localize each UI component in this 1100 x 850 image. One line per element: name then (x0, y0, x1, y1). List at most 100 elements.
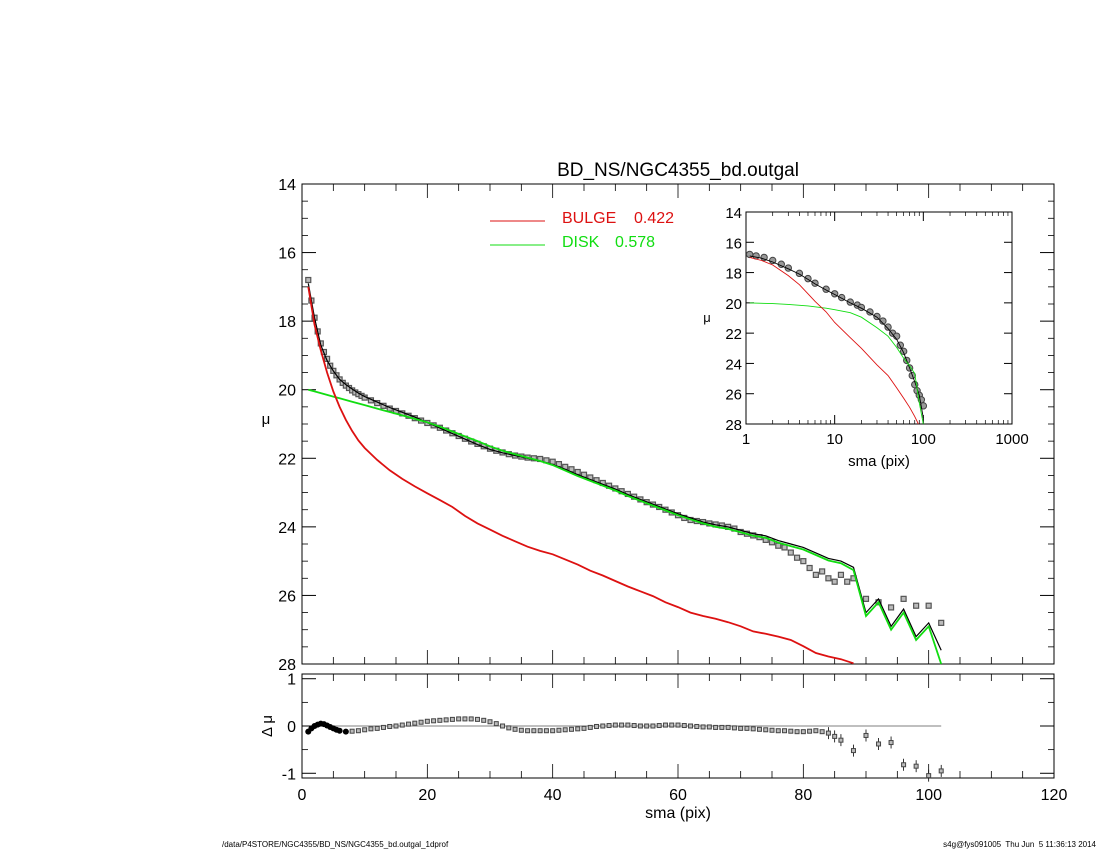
residual-point (800, 729, 806, 735)
residual-point (926, 773, 932, 779)
chart-title: BD_NS/NGC4355_bd.outgal (557, 160, 799, 181)
residual-point (744, 725, 750, 731)
data-point (819, 568, 826, 575)
main-series-group (305, 276, 945, 665)
inset-axis-ticks: 14 16 18 20 22 24 26 281 10 100 1000 (725, 205, 1028, 448)
residual-point (694, 723, 700, 729)
inset-x-tick-label: 100 (911, 431, 936, 448)
x-tick-label: 120 (1041, 787, 1068, 804)
inset-data-point (873, 312, 881, 321)
residual-point (901, 762, 907, 768)
residual-point (631, 723, 637, 729)
data-point (913, 602, 920, 609)
residual-point (788, 728, 794, 734)
residual-point (794, 729, 800, 735)
footer-timestamp: s4g@fys091005 Thu Jun 5 11:36:13 2014 (943, 840, 1096, 849)
residual-point (393, 723, 399, 729)
residual-y-tick-label: 1 (287, 672, 296, 689)
residual-point (731, 725, 737, 731)
inset-total-line (749, 255, 924, 418)
residual-point (531, 728, 537, 734)
legend-bulge-name: BULGE (562, 210, 616, 227)
legend: BULGE 0.422 DISK 0.578 (490, 210, 674, 251)
residual-point (775, 728, 781, 734)
inset-y-tick-label: 28 (725, 417, 742, 434)
residual-point (581, 725, 587, 731)
residual-point (888, 740, 894, 746)
residual-y-tick-label: -1 (282, 766, 296, 783)
main-y-tick-label: 22 (278, 451, 296, 468)
residual-point (562, 727, 568, 733)
residual-point (468, 716, 474, 722)
data-point (900, 595, 907, 602)
main-y-tick-label: 20 (278, 383, 296, 400)
inset-x-axis-label: sma (pix) (848, 453, 910, 470)
inset-y-axis-label: μ (703, 310, 711, 325)
footer-file-path: /data/P4STORE/NGC4355/BD_NS/NGC4355_bd.o… (222, 840, 449, 849)
residual-point (506, 725, 512, 731)
residual-point (625, 722, 631, 728)
residual-point (662, 722, 668, 728)
inset-x-tick-label: 1000 (995, 431, 1028, 448)
x-axis-label: sma (pix) (645, 805, 711, 822)
residual-point (380, 724, 386, 730)
data-point (800, 558, 807, 565)
main-axis-ticks: 14 16 18 20 22 24 26 28 (278, 177, 1055, 674)
main-profile-panel: BD_NS/NGC4355_bd.outgal μ 14 16 18 20 22 24 26… (262, 160, 1055, 674)
residual-point (600, 723, 606, 729)
residual-point (913, 763, 919, 769)
residual-point (587, 724, 593, 730)
legend-disk-name: DISK (562, 234, 600, 251)
residual-point (487, 719, 493, 725)
residual-point (456, 716, 462, 722)
inset-y-tick-label: 26 (725, 387, 742, 404)
bulge-line (307, 286, 854, 665)
residual-point (355, 728, 361, 734)
residual-point (769, 727, 775, 733)
inset-data-point (760, 253, 768, 262)
data-point (793, 554, 801, 561)
residual-point (681, 723, 687, 729)
data-point (844, 578, 851, 585)
residual-point (387, 723, 393, 729)
residual-y-tick-label: 0 (287, 719, 296, 736)
inset-y-tick-label: 18 (725, 266, 742, 283)
main-y-tick-label: 14 (278, 177, 296, 194)
main-y-axis-label: μ (262, 411, 271, 428)
residual-point (807, 728, 813, 734)
residual-point (399, 722, 405, 728)
residual-point (832, 733, 838, 739)
legend-bulge-value: 0.422 (634, 210, 674, 227)
residual-point (537, 728, 543, 734)
data-point (925, 602, 932, 609)
x-tick-label: 100 (915, 787, 942, 804)
residual-point (825, 730, 831, 736)
residual-point (938, 768, 944, 774)
residual-point (543, 728, 549, 734)
inset-y-tick-label: 20 (725, 296, 742, 313)
residual-point (644, 723, 650, 729)
residual-point (813, 728, 819, 734)
x-tick-label: 0 (298, 787, 307, 804)
residual-point (481, 717, 487, 723)
residual-point (725, 724, 731, 730)
residual-series-group (305, 716, 944, 782)
main-y-tick-label: 24 (278, 520, 296, 537)
main-y-tick-label: 28 (278, 657, 296, 674)
data-point (831, 578, 838, 585)
main-y-tick-label: 18 (278, 314, 296, 331)
residual-point (713, 724, 719, 730)
residual-point (756, 726, 762, 732)
residual-point (876, 741, 882, 747)
inset-y-tick-label: 24 (725, 356, 742, 373)
x-tick-label: 80 (794, 787, 812, 804)
residual-point (474, 716, 480, 722)
residual-point (424, 718, 430, 724)
data-point (837, 571, 845, 578)
x-tick-label: 40 (544, 787, 562, 804)
residual-point (362, 727, 368, 733)
residual-point (412, 720, 418, 726)
